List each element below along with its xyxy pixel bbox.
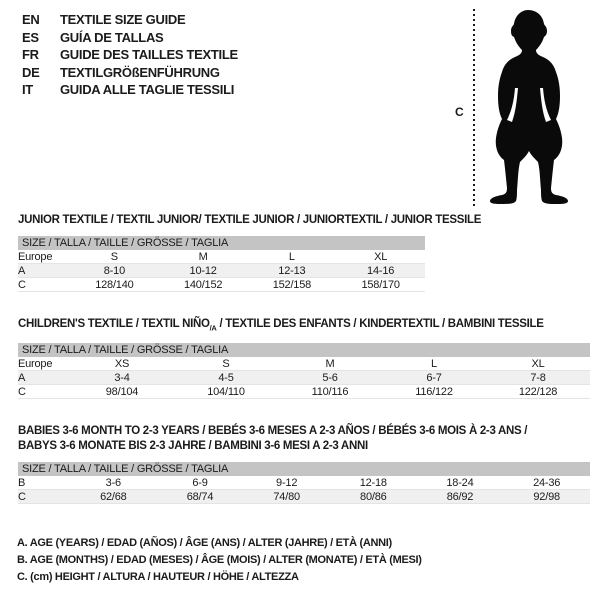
language-code: EN <box>22 12 40 27</box>
table-title: BABIES 3-6 MONTH TO 2-3 YEARS / BEBÉS 3-… <box>18 424 590 454</box>
row-label: Europe <box>18 357 53 370</box>
cell-value: 86/92 <box>446 490 474 503</box>
language-code: IT <box>22 82 33 97</box>
row-label: Europe <box>18 250 53 263</box>
cell-value: XL <box>374 250 388 263</box>
language-row-de: DE TEXTILGRÖßENFÜHRUNG <box>22 64 238 82</box>
cell-value: 12-18 <box>359 476 387 489</box>
cell-value: 110/116 <box>311 385 349 398</box>
cell-value: 3-4 <box>114 371 130 384</box>
cell-value: 4-5 <box>218 371 234 384</box>
cell-value: 62/68 <box>100 490 127 503</box>
cell-value: 140/152 <box>183 278 223 291</box>
size-table: SIZE / TALLA / TAILLE / GRÖSSE / TAGLIA E… <box>18 236 425 292</box>
table-title-line: JUNIOR TEXTILE / TEXTIL JUNIOR/ TEXTILE … <box>18 214 482 226</box>
cell-value: 6-7 <box>426 371 442 384</box>
cell-value: M <box>198 250 208 263</box>
cell-value: 6-9 <box>192 476 208 489</box>
size-header-band: SIZE / TALLA / TAILLE / GRÖSSE / TAGLIA <box>18 343 590 358</box>
table-title: JUNIOR TEXTILE / TEXTIL JUNIOR/ TEXTILE … <box>18 213 482 228</box>
cell-value: 18-24 <box>446 476 474 489</box>
cell-value: L <box>431 357 437 370</box>
cell-value: 12-13 <box>278 264 306 277</box>
language-label: GUIDE DES TAILLES TEXTILE <box>60 47 238 62</box>
table-title-line: BABYS 3-6 MONATE BIS 2-3 JAHRE / BAMBINI… <box>18 440 368 452</box>
cell-value: 122/128 <box>518 385 558 398</box>
language-row-es: ES GUÍA DE TALLAS <box>22 29 238 47</box>
row-label: A <box>18 371 26 384</box>
table-title: CHILDREN'S TEXTILE / TEXTIL NIÑO/A / TEX… <box>18 317 590 335</box>
cell-value: S <box>222 357 230 370</box>
size-header-label: SIZE / TALLA / TAILLE / GRÖSSE / TAGLIA <box>18 462 590 476</box>
table-title-line: BABIES 3-6 MONTH TO 2-3 YEARS / BEBÉS 3-… <box>18 425 528 437</box>
language-code: DE <box>22 64 40 80</box>
section-junior-textile: JUNIOR TEXTILE / TEXTIL JUNIOR/ TEXTILE … <box>18 213 482 292</box>
baby-silhouette-icon <box>490 10 568 204</box>
cell-value: 3-6 <box>105 476 122 489</box>
language-label: TEXTILE SIZE GUIDE <box>60 12 186 27</box>
row-label: B <box>18 476 26 489</box>
size-header-band: SIZE / TALLA / TAILLE / GRÖSSE / TAGLIA <box>18 462 590 476</box>
cell-value: 92/98 <box>533 490 560 503</box>
cell-value: 24-36 <box>533 476 561 489</box>
cell-value: 8-10 <box>103 264 125 277</box>
section-childrens-textile: CHILDREN'S TEXTILE / TEXTIL NIÑO/A / TEX… <box>18 317 590 399</box>
cell-value: S <box>110 250 118 263</box>
footnotes: A. AGE (YEARS) / EDAD (AÑOS) / ÂGE (ANS)… <box>17 535 422 586</box>
size-header-label: SIZE / TALLA / TAILLE / GRÖSSE / TAGLIA <box>18 236 425 250</box>
language-label: GUIDA ALLE TAGLIE TESSILI <box>60 82 235 97</box>
cell-value: M <box>325 357 335 370</box>
size-header-band: SIZE / TALLA / TAILLE / GRÖSSE / TAGLIA <box>18 236 425 250</box>
language-label: TEXTILGRÖßENFÜHRUNG <box>60 64 220 80</box>
row-label: C <box>18 490 26 503</box>
height-marker-line <box>473 9 475 209</box>
section-babies-textile: BABIES 3-6 MONTH TO 2-3 YEARS / BEBÉS 3-… <box>18 424 590 504</box>
cell-value: 14-16 <box>367 264 395 277</box>
cell-value: 98/104 <box>105 385 139 398</box>
language-label: GUÍA DE TALLAS <box>60 29 164 45</box>
cell-value: L <box>288 250 295 263</box>
table-row-c: C 98/104 104/110 110/116 116/122 122/128 <box>18 385 590 399</box>
row-label: C <box>18 278 26 291</box>
language-code: ES <box>22 29 39 45</box>
row-label: A <box>18 264 26 277</box>
cell-value: 5-6 <box>322 371 338 384</box>
size-table: SIZE / TALLA / TAILLE / GRÖSSE / TAGLIA E… <box>18 343 590 399</box>
size-table: SIZE / TALLA / TAILLE / GRÖSSE / TAGLIA B… <box>18 462 590 504</box>
footnote-line: A. AGE (YEARS) / EDAD (AÑOS) / ÂGE (ANS)… <box>17 537 392 549</box>
language-list: EN TEXTILE SIZE GUIDE ES GUÍA DE TALLAS FR GU… <box>22 11 238 99</box>
table-row-b: B 3-6 6-9 9-12 12-18 18-24 24-36 <box>18 476 590 490</box>
language-code: FR <box>22 47 39 62</box>
cell-value: 104/110 <box>207 385 245 398</box>
cell-value: 7-8 <box>530 371 546 384</box>
cell-value: XS <box>114 357 130 370</box>
table-row-europe: Europe S M L XL <box>18 250 425 264</box>
size-header-label: SIZE / TALLA / TAILLE / GRÖSSE / TAGLIA <box>18 343 590 358</box>
footnote-line: B. AGE (MONTHS) / EDAD (MESES) / ÂGE (MO… <box>17 554 422 566</box>
cell-value: 128/140 <box>95 278 134 291</box>
height-marker-label: C <box>455 105 464 119</box>
cell-value: 74/80 <box>273 490 300 503</box>
language-row-it: IT GUIDA ALLE TAGLIE TESSILI <box>22 81 238 99</box>
table-row-a: A 3-4 4-5 5-6 6-7 7-8 <box>18 370 590 385</box>
cell-value: 68/74 <box>186 490 214 503</box>
footnote-line: C. (cm) HEIGHT / ALTURA / HAUTEUR / HÖHE… <box>17 571 299 583</box>
table-row-europe: Europe XS S M L XL <box>18 357 590 371</box>
cell-value: XL <box>531 357 545 370</box>
cell-value: 158/170 <box>361 278 400 291</box>
language-row-fr: FR GUIDE DES TAILLES TEXTILE <box>22 46 238 64</box>
cell-value: 152/158 <box>272 278 312 291</box>
cell-value: 9-12 <box>276 476 298 489</box>
table-row-c: C 62/68 68/74 74/80 80/86 86/92 92/98 <box>18 489 590 504</box>
table-row-c: C 128/140 140/152 152/158 158/170 <box>18 278 425 292</box>
table-title-line: CHILDREN'S TEXTILE / TEXTIL NIÑO/A / TEX… <box>18 318 544 333</box>
language-row-en: EN TEXTILE SIZE GUIDE <box>22 11 238 29</box>
cell-value: 116/122 <box>415 385 453 398</box>
table-row-a: A 8-10 10-12 12-13 14-16 <box>18 263 425 278</box>
cell-value: 10-12 <box>189 264 217 277</box>
cell-value: 80/86 <box>360 490 387 503</box>
row-label: C <box>18 385 26 398</box>
